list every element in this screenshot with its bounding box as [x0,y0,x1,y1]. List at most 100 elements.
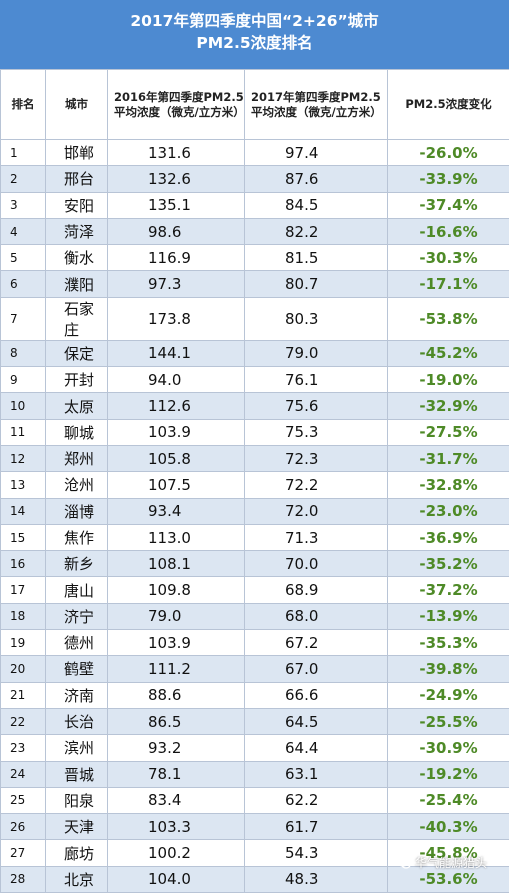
change-cell: -31.7% [388,445,509,471]
value-2016-cell: 98.6 [108,218,245,244]
city-cell: 新乡 [46,551,108,577]
value-2016-cell: 108.1 [108,551,245,577]
city-cell: 廊坊 [46,840,108,866]
change-cell: -19.2% [388,761,509,787]
change-cell: -32.9% [388,393,509,419]
value-2017-cell: 48.3 [245,866,388,892]
rank-cell: 3 [1,192,46,218]
city-cell: 邢台 [46,166,108,192]
change-cell: -27.5% [388,419,509,445]
rank-cell: 7 [1,297,46,340]
value-2016-cell: 103.9 [108,630,245,656]
city-cell: 长治 [46,708,108,734]
change-cell: -26.0% [388,140,509,166]
change-cell: -25.5% [388,708,509,734]
rank-cell: 2 [1,166,46,192]
value-2017-cell: 67.2 [245,630,388,656]
change-cell: -53.8% [388,297,509,340]
value-2017-cell: 72.0 [245,498,388,524]
value-2017-cell: 80.3 [245,297,388,340]
value-2016-cell: 93.4 [108,498,245,524]
rank-cell: 21 [1,682,46,708]
city-cell: 郑州 [46,445,108,471]
change-cell: -24.9% [388,682,509,708]
rank-cell: 9 [1,367,46,393]
city-cell: 淄博 [46,498,108,524]
value-2017-cell: 72.2 [245,472,388,498]
rank-cell: 17 [1,577,46,603]
value-2016-cell: 112.6 [108,393,245,419]
city-cell: 太原 [46,393,108,419]
city-cell: 衡水 [46,245,108,271]
city-cell: 聊城 [46,419,108,445]
header-rank: 排名 [1,70,46,140]
title-banner: 2017年第四季度中国“2+26”城市 PM2.5浓度排名 [0,0,509,69]
value-2017-cell: 68.0 [245,603,388,629]
value-2017-cell: 87.6 [245,166,388,192]
change-cell: -33.9% [388,166,509,192]
change-cell: -30.3% [388,245,509,271]
change-cell: -40.3% [388,814,509,840]
value-2016-cell: 173.8 [108,297,245,340]
rank-cell: 11 [1,419,46,445]
value-2017-cell: 84.5 [245,192,388,218]
value-2016-cell: 79.0 [108,603,245,629]
value-2016-cell: 93.2 [108,735,245,761]
change-cell: -32.8% [388,472,509,498]
value-2017-cell: 75.3 [245,419,388,445]
rank-cell: 18 [1,603,46,629]
value-2017-cell: 79.0 [245,340,388,366]
rank-cell: 14 [1,498,46,524]
rank-cell: 13 [1,472,46,498]
change-cell: -35.3% [388,630,509,656]
rank-cell: 4 [1,218,46,244]
change-cell: -39.8% [388,656,509,682]
city-cell: 沧州 [46,472,108,498]
rank-cell: 24 [1,761,46,787]
value-2017-cell: 70.0 [245,551,388,577]
value-2017-cell: 68.9 [245,577,388,603]
value-2016-cell: 105.8 [108,445,245,471]
value-2017-cell: 97.4 [245,140,388,166]
city-cell: 天津 [46,814,108,840]
rank-cell: 22 [1,708,46,734]
rank-cell: 26 [1,814,46,840]
value-2016-cell: 88.6 [108,682,245,708]
rank-cell: 25 [1,787,46,813]
table-header-row: 排名 城市 2016年第四季度PM2.5平均浓度（微克/立方米） 2017年第四… [1,70,509,140]
value-2016-cell: 83.4 [108,787,245,813]
watermark-text: 华气能源猎头 [415,854,487,871]
value-2016-cell: 132.6 [108,166,245,192]
rank-cell: 20 [1,656,46,682]
city-cell: 石家庄 [46,297,108,340]
value-2017-cell: 82.2 [245,218,388,244]
value-2016-cell: 109.8 [108,577,245,603]
change-cell: -13.9% [388,603,509,629]
city-cell: 北京 [46,866,108,892]
value-2017-cell: 76.1 [245,367,388,393]
header-city: 城市 [46,70,108,140]
rank-cell: 6 [1,271,46,297]
change-cell: -36.9% [388,524,509,550]
value-2016-cell: 100.2 [108,840,245,866]
title-line-2: PM2.5浓度排名 [0,32,509,54]
city-cell: 阳泉 [46,787,108,813]
value-2017-cell: 54.3 [245,840,388,866]
change-cell: -17.1% [388,271,509,297]
